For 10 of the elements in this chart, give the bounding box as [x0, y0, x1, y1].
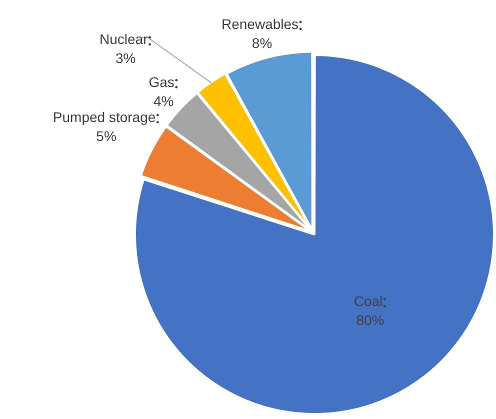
slice-label: Gas — [148, 74, 174, 90]
data-label: 8% — [252, 34, 272, 51]
slice-label: Nuclear — [100, 31, 148, 48]
slice-label: Pumped storage — [52, 109, 156, 126]
slice-label: Coal — [354, 293, 383, 310]
slice-label: Renewables — [221, 16, 299, 32]
data-label: 3% — [116, 50, 136, 66]
data-label: 5% — [96, 128, 116, 144]
data-label: 80% — [356, 312, 384, 328]
data-label: 4% — [153, 93, 174, 110]
